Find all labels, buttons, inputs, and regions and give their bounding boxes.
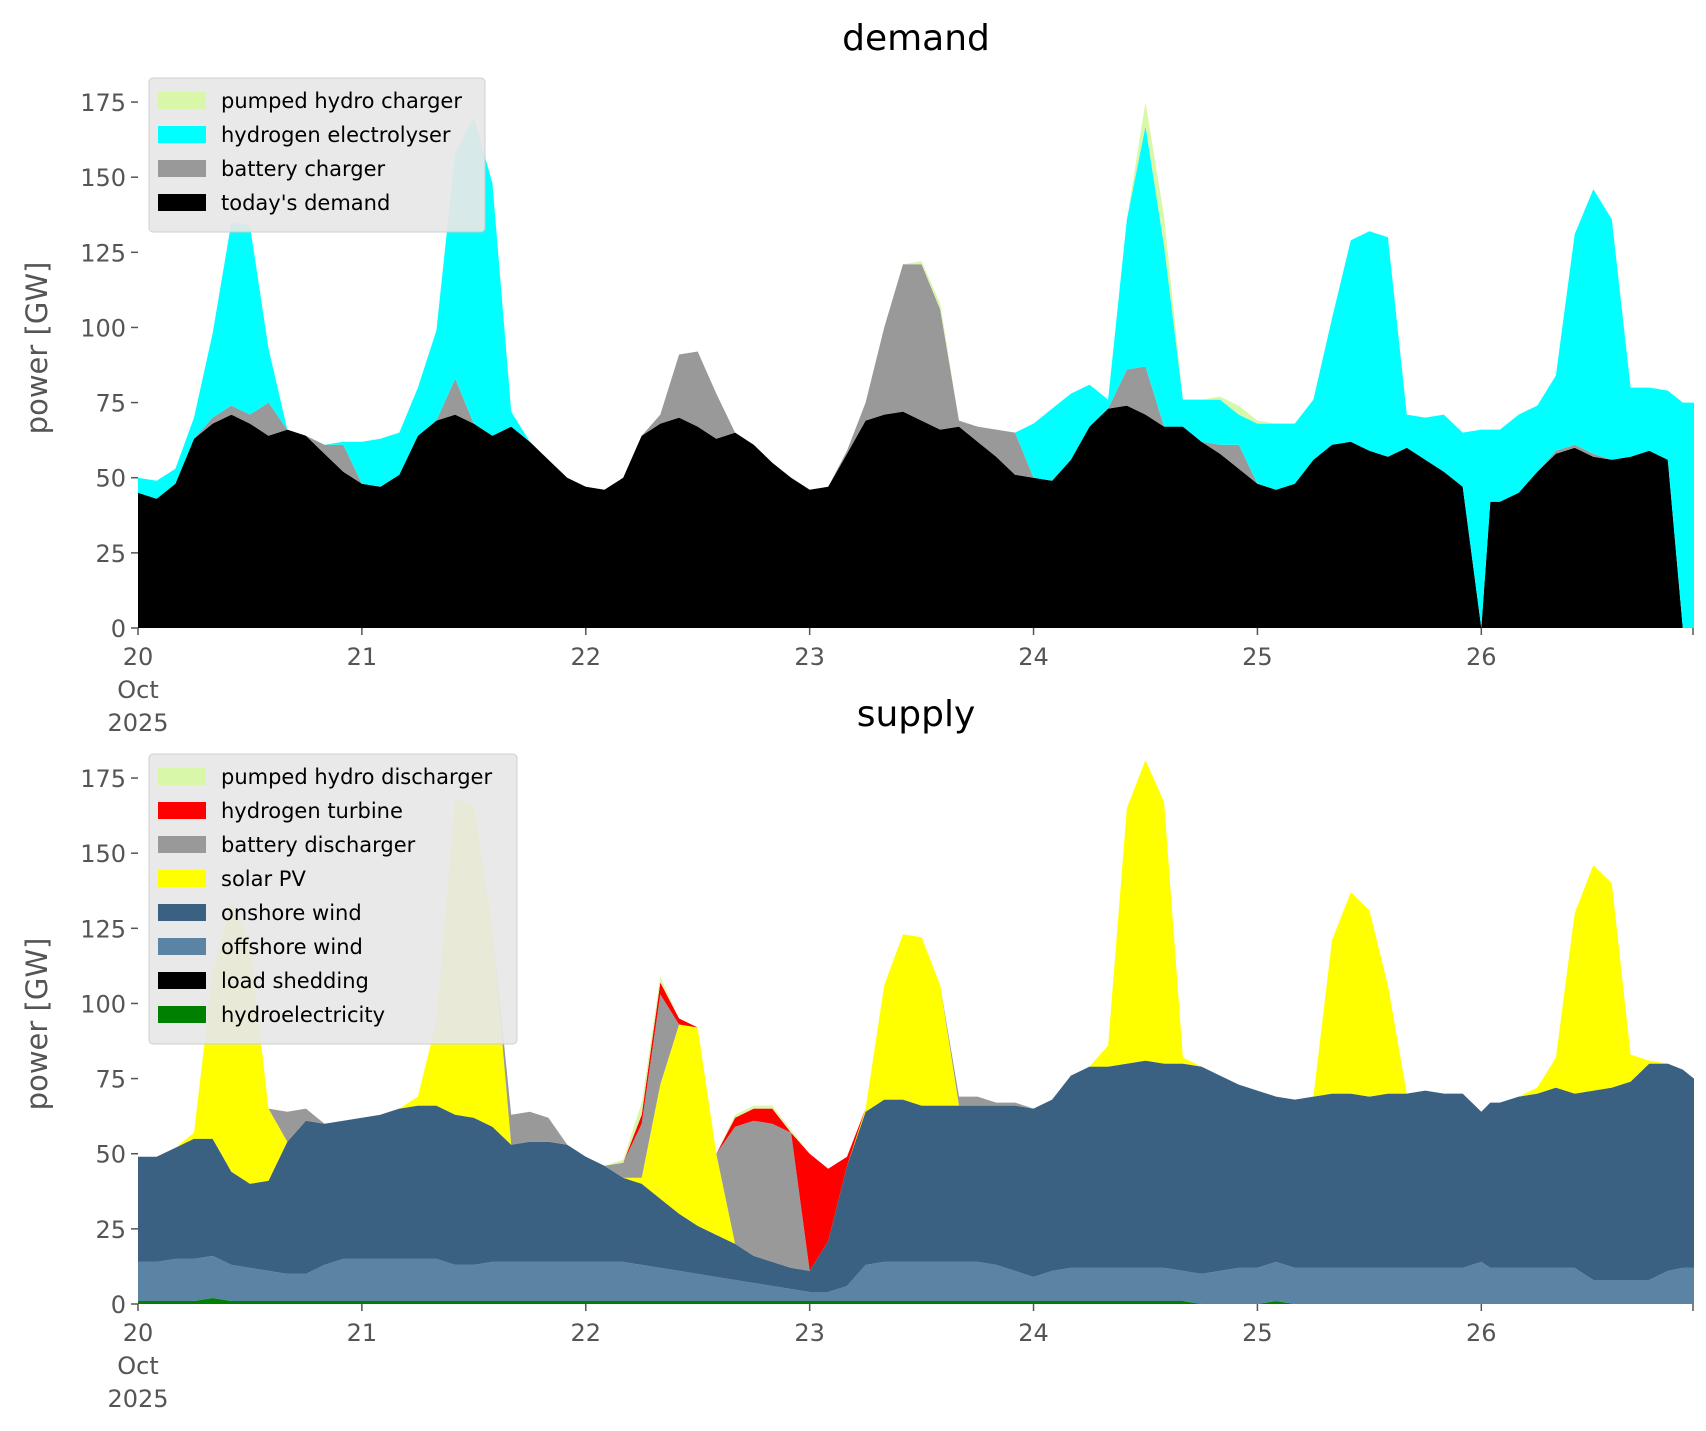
chart-title: supply (857, 694, 976, 735)
legend: pumped hydro discharger hydrogen turbine b… (148, 753, 518, 1045)
y-tick-label: 25 (95, 540, 126, 568)
legend-label-battery-discharger: battery discharger (221, 833, 416, 857)
legend-swatch-today-s-demand (158, 194, 206, 211)
y-tick-label: 125 (80, 915, 126, 943)
x-tick-label: 26 (1466, 1319, 1497, 1347)
legend-label-pumped-hydro-discharger: pumped hydro discharger (221, 765, 492, 789)
area-onshore-wind (138, 1060, 1694, 1292)
y-tick-label: 50 (95, 1141, 126, 1169)
axes: 0 25 50 75 100 125 150 175 20 Oct 2025 21 22 23 24 25 26 (80, 765, 1694, 1413)
legend-swatch-pumped-hydro-charger (158, 92, 206, 109)
legend-label-today-s-demand: today's demand (221, 191, 390, 215)
y-tick-label: 125 (80, 239, 126, 267)
area-offshore-wind (138, 1255, 1694, 1304)
legend-label-load-shedding: load shedding (221, 969, 369, 993)
y-tick-label: 175 (80, 765, 126, 793)
x-tick-label: 22 (570, 643, 601, 671)
y-tick-label: 0 (111, 615, 126, 643)
area-series-group (138, 102, 1694, 628)
legend-swatch-hydrogen-turbine (158, 802, 206, 819)
legend-label-battery-charger: battery charger (221, 157, 386, 181)
y-axis-label: power [GW] (20, 938, 54, 1111)
legend-box (148, 77, 486, 233)
y-axis-label: power [GW] (20, 262, 54, 435)
y-tick-label: 150 (80, 840, 126, 868)
legend-label-pumped-hydro-charger: pumped hydro charger (221, 89, 462, 113)
y-tick-label: 150 (80, 164, 126, 192)
legend-label-offshore-wind: offshore wind (221, 935, 363, 959)
x-tick-label: 24 (1018, 643, 1049, 671)
area-series-group (138, 760, 1694, 1304)
y-tick-label: 25 (95, 1216, 126, 1244)
x-tick-label: 23 (794, 1319, 825, 1347)
supply-chart: supply power [GW] 0 25 50 75 100 125 150 175 20 O… (20, 694, 1694, 1413)
x-tick-label: 25 (1242, 1319, 1273, 1347)
y-tick-label: 75 (95, 390, 126, 418)
x-tick-label: 20 Oct 2025 (107, 1319, 168, 1413)
legend-swatch-battery-charger (158, 160, 206, 177)
legend-label-hydrogen-electrolyser: hydrogen electrolyser (221, 123, 451, 147)
y-tick-label: 100 (80, 990, 126, 1018)
x-tick-label: 24 (1018, 1319, 1049, 1347)
x-tick-label: 26 (1466, 643, 1497, 671)
legend: pumped hydro charger hydrogen electrolyse… (148, 77, 486, 233)
area-battery-charger (138, 264, 1694, 628)
x-tick-label: 23 (794, 643, 825, 671)
y-tick-label: 175 (80, 89, 126, 117)
axes: 0 25 50 75 100 125 150 175 20 Oct 2025 21 22 23 24 25 26 (80, 89, 1694, 737)
area-hydrogen-electrolyser (138, 117, 1694, 628)
legend-label-hydrogen-turbine: hydrogen turbine (221, 799, 403, 823)
area-today-s-demand (138, 405, 1694, 628)
x-tick-label: 21 (347, 1319, 378, 1347)
legend-swatch-solar-pv (158, 870, 206, 887)
demand-chart: demand power [GW] 0 25 50 75 100 125 150 175 20 O… (20, 18, 1694, 737)
y-tick-label: 0 (111, 1291, 126, 1319)
y-tick-label: 75 (95, 1066, 126, 1094)
chart-title: demand (842, 18, 990, 59)
legend-label-hydroelectricity: hydroelectricity (221, 1003, 385, 1027)
legend-swatch-onshore-wind (158, 904, 206, 921)
x-tick-label: 21 (347, 643, 378, 671)
legend-box (148, 753, 518, 1045)
legend-label-solar-pv: solar PV (221, 867, 306, 891)
area-solar-pv (138, 760, 1694, 1271)
x-tick-label: 20 Oct 2025 (107, 643, 168, 737)
y-tick-label: 100 (80, 314, 126, 342)
legend-label-onshore-wind: onshore wind (221, 901, 362, 925)
legend-swatch-offshore-wind (158, 938, 206, 955)
legend-swatch-load-shedding (158, 972, 206, 989)
x-tick-label: 25 (1242, 643, 1273, 671)
legend-swatch-battery-discharger (158, 836, 206, 853)
x-tick-label: 22 (570, 1319, 601, 1347)
legend-swatch-pumped-hydro-discharger (158, 768, 206, 785)
legend-swatch-hydrogen-electrolyser (158, 126, 206, 143)
y-tick-label: 50 (95, 465, 126, 493)
legend-swatch-hydroelectricity (158, 1006, 206, 1023)
